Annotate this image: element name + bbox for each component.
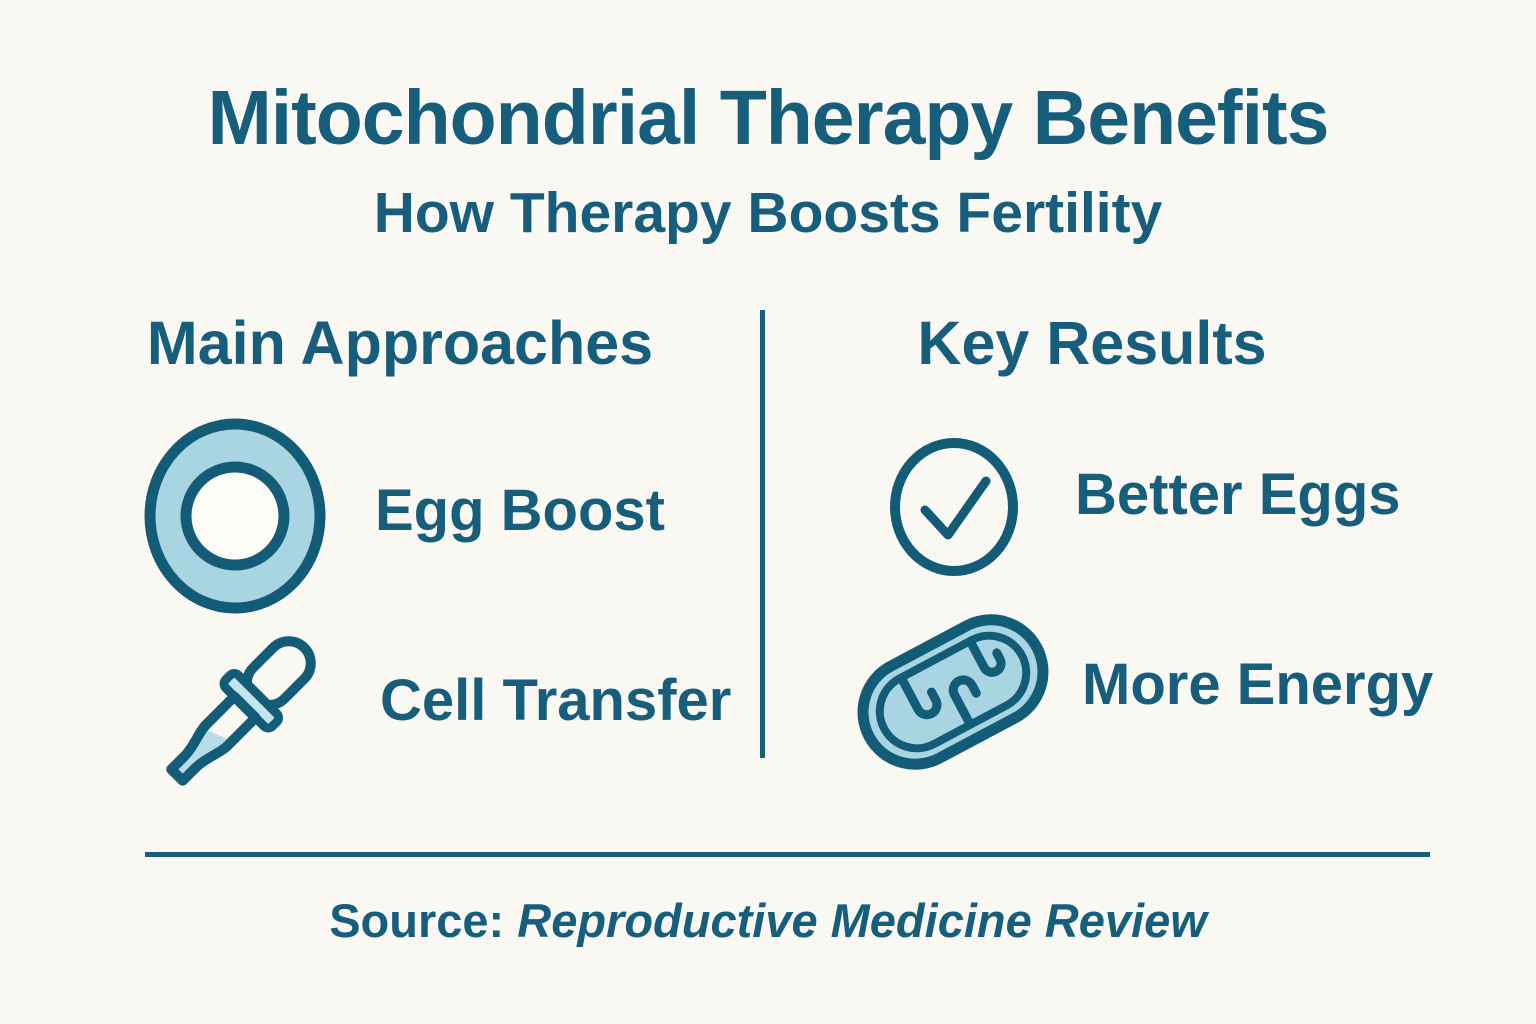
egg-icon — [143, 418, 327, 619]
page-title: Mitochondrial Therapy Benefits — [207, 75, 1330, 161]
page-subtitle: How Therapy Boosts Fertility — [373, 181, 1163, 245]
mitochondria-icon — [852, 606, 1054, 783]
item-label-more-energy: More Energy — [1082, 652, 1434, 717]
source-name: Reproductive Medicine Review — [517, 894, 1207, 947]
footer-divider — [145, 852, 1430, 857]
item-label-better-eggs: Better Eggs — [1075, 462, 1401, 527]
item-label-egg-boost: Egg Boost — [375, 478, 665, 543]
source-prefix: Source: — [329, 894, 505, 947]
right-column-header: Key Results — [917, 309, 1267, 377]
column-divider — [760, 310, 765, 758]
left-column-header: Main Approaches — [146, 309, 654, 377]
item-label-cell-transfer: Cell Transfer — [380, 668, 732, 733]
source-line: Source: Reproductive Medicine Review — [0, 893, 1536, 948]
dropper-icon — [133, 615, 337, 824]
check-circle-icon — [888, 436, 1020, 583]
